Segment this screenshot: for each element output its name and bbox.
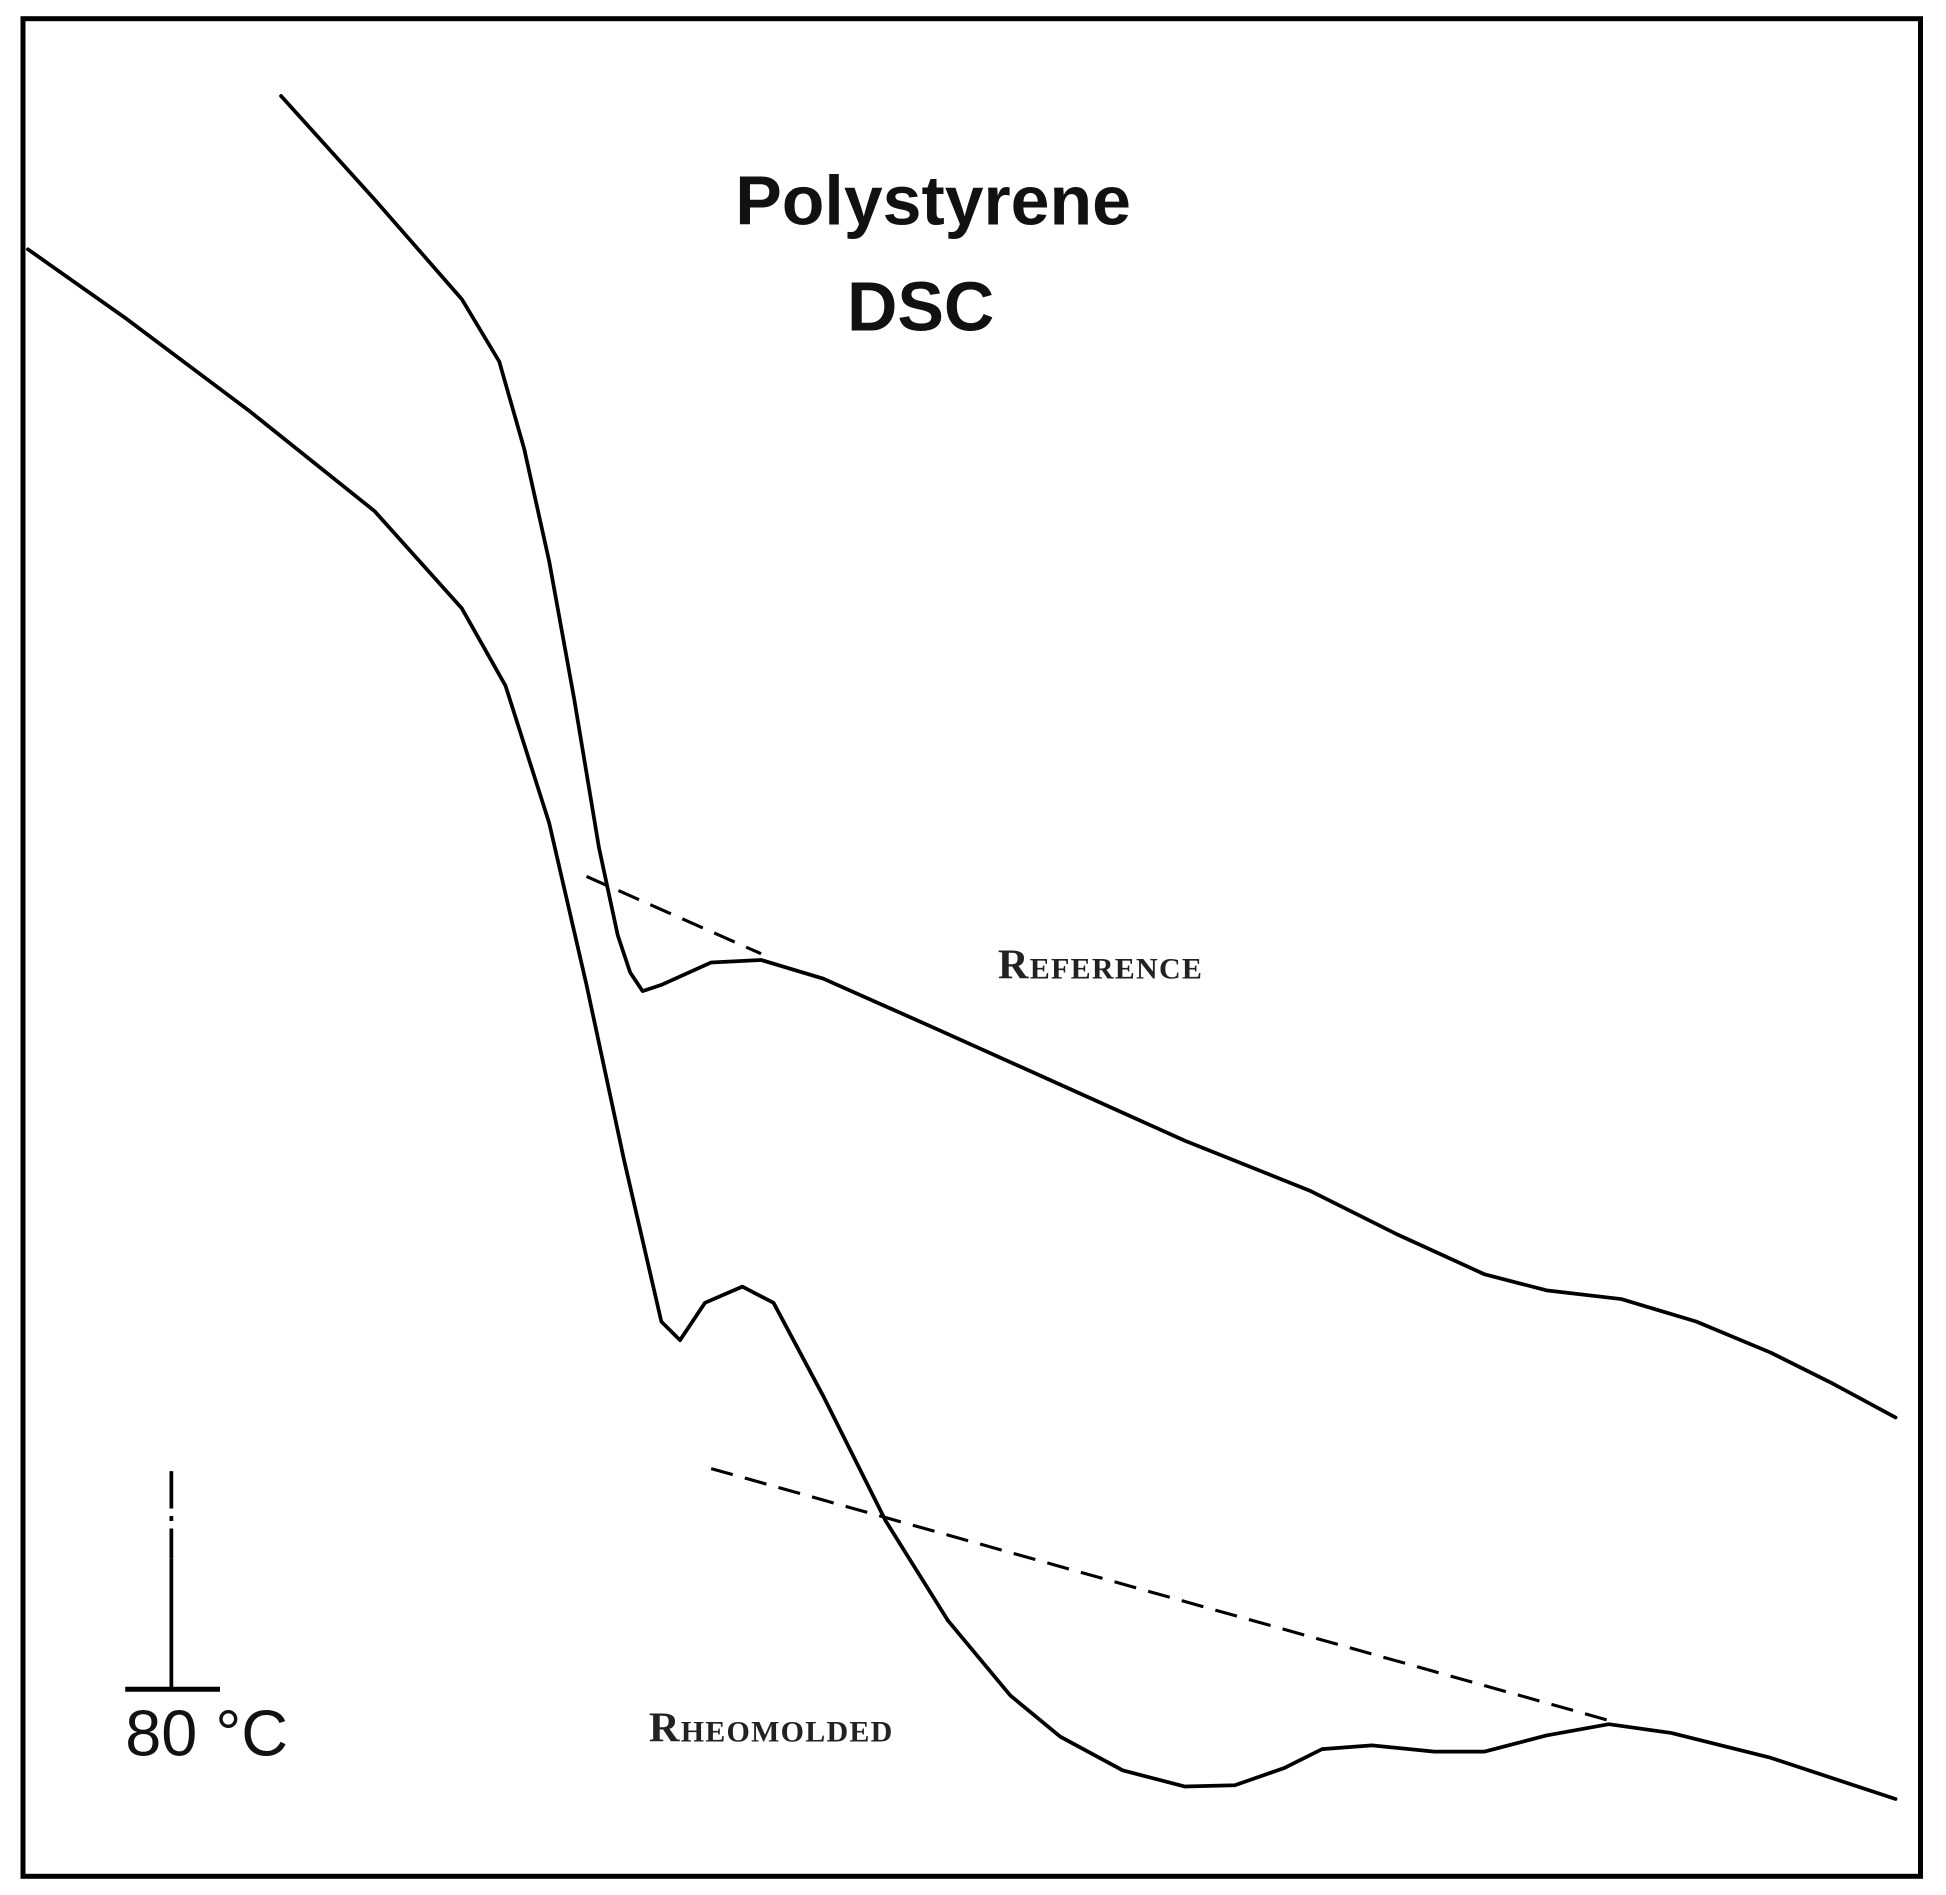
rheomolded-curve (26, 247, 1898, 1801)
reference-label: Reference (998, 942, 1203, 989)
frame (20, 16, 1923, 1879)
rheomolded-label: Rheomolded (649, 1705, 894, 1752)
title-line-2: DSC (847, 267, 994, 345)
scale-label: 80 °C (125, 1696, 288, 1769)
title-line-1: Polystyrene (735, 161, 1131, 239)
reference-baseline (585, 875, 762, 956)
reference-curve (279, 94, 1898, 1420)
rheomolded-baseline (710, 1467, 1610, 1722)
